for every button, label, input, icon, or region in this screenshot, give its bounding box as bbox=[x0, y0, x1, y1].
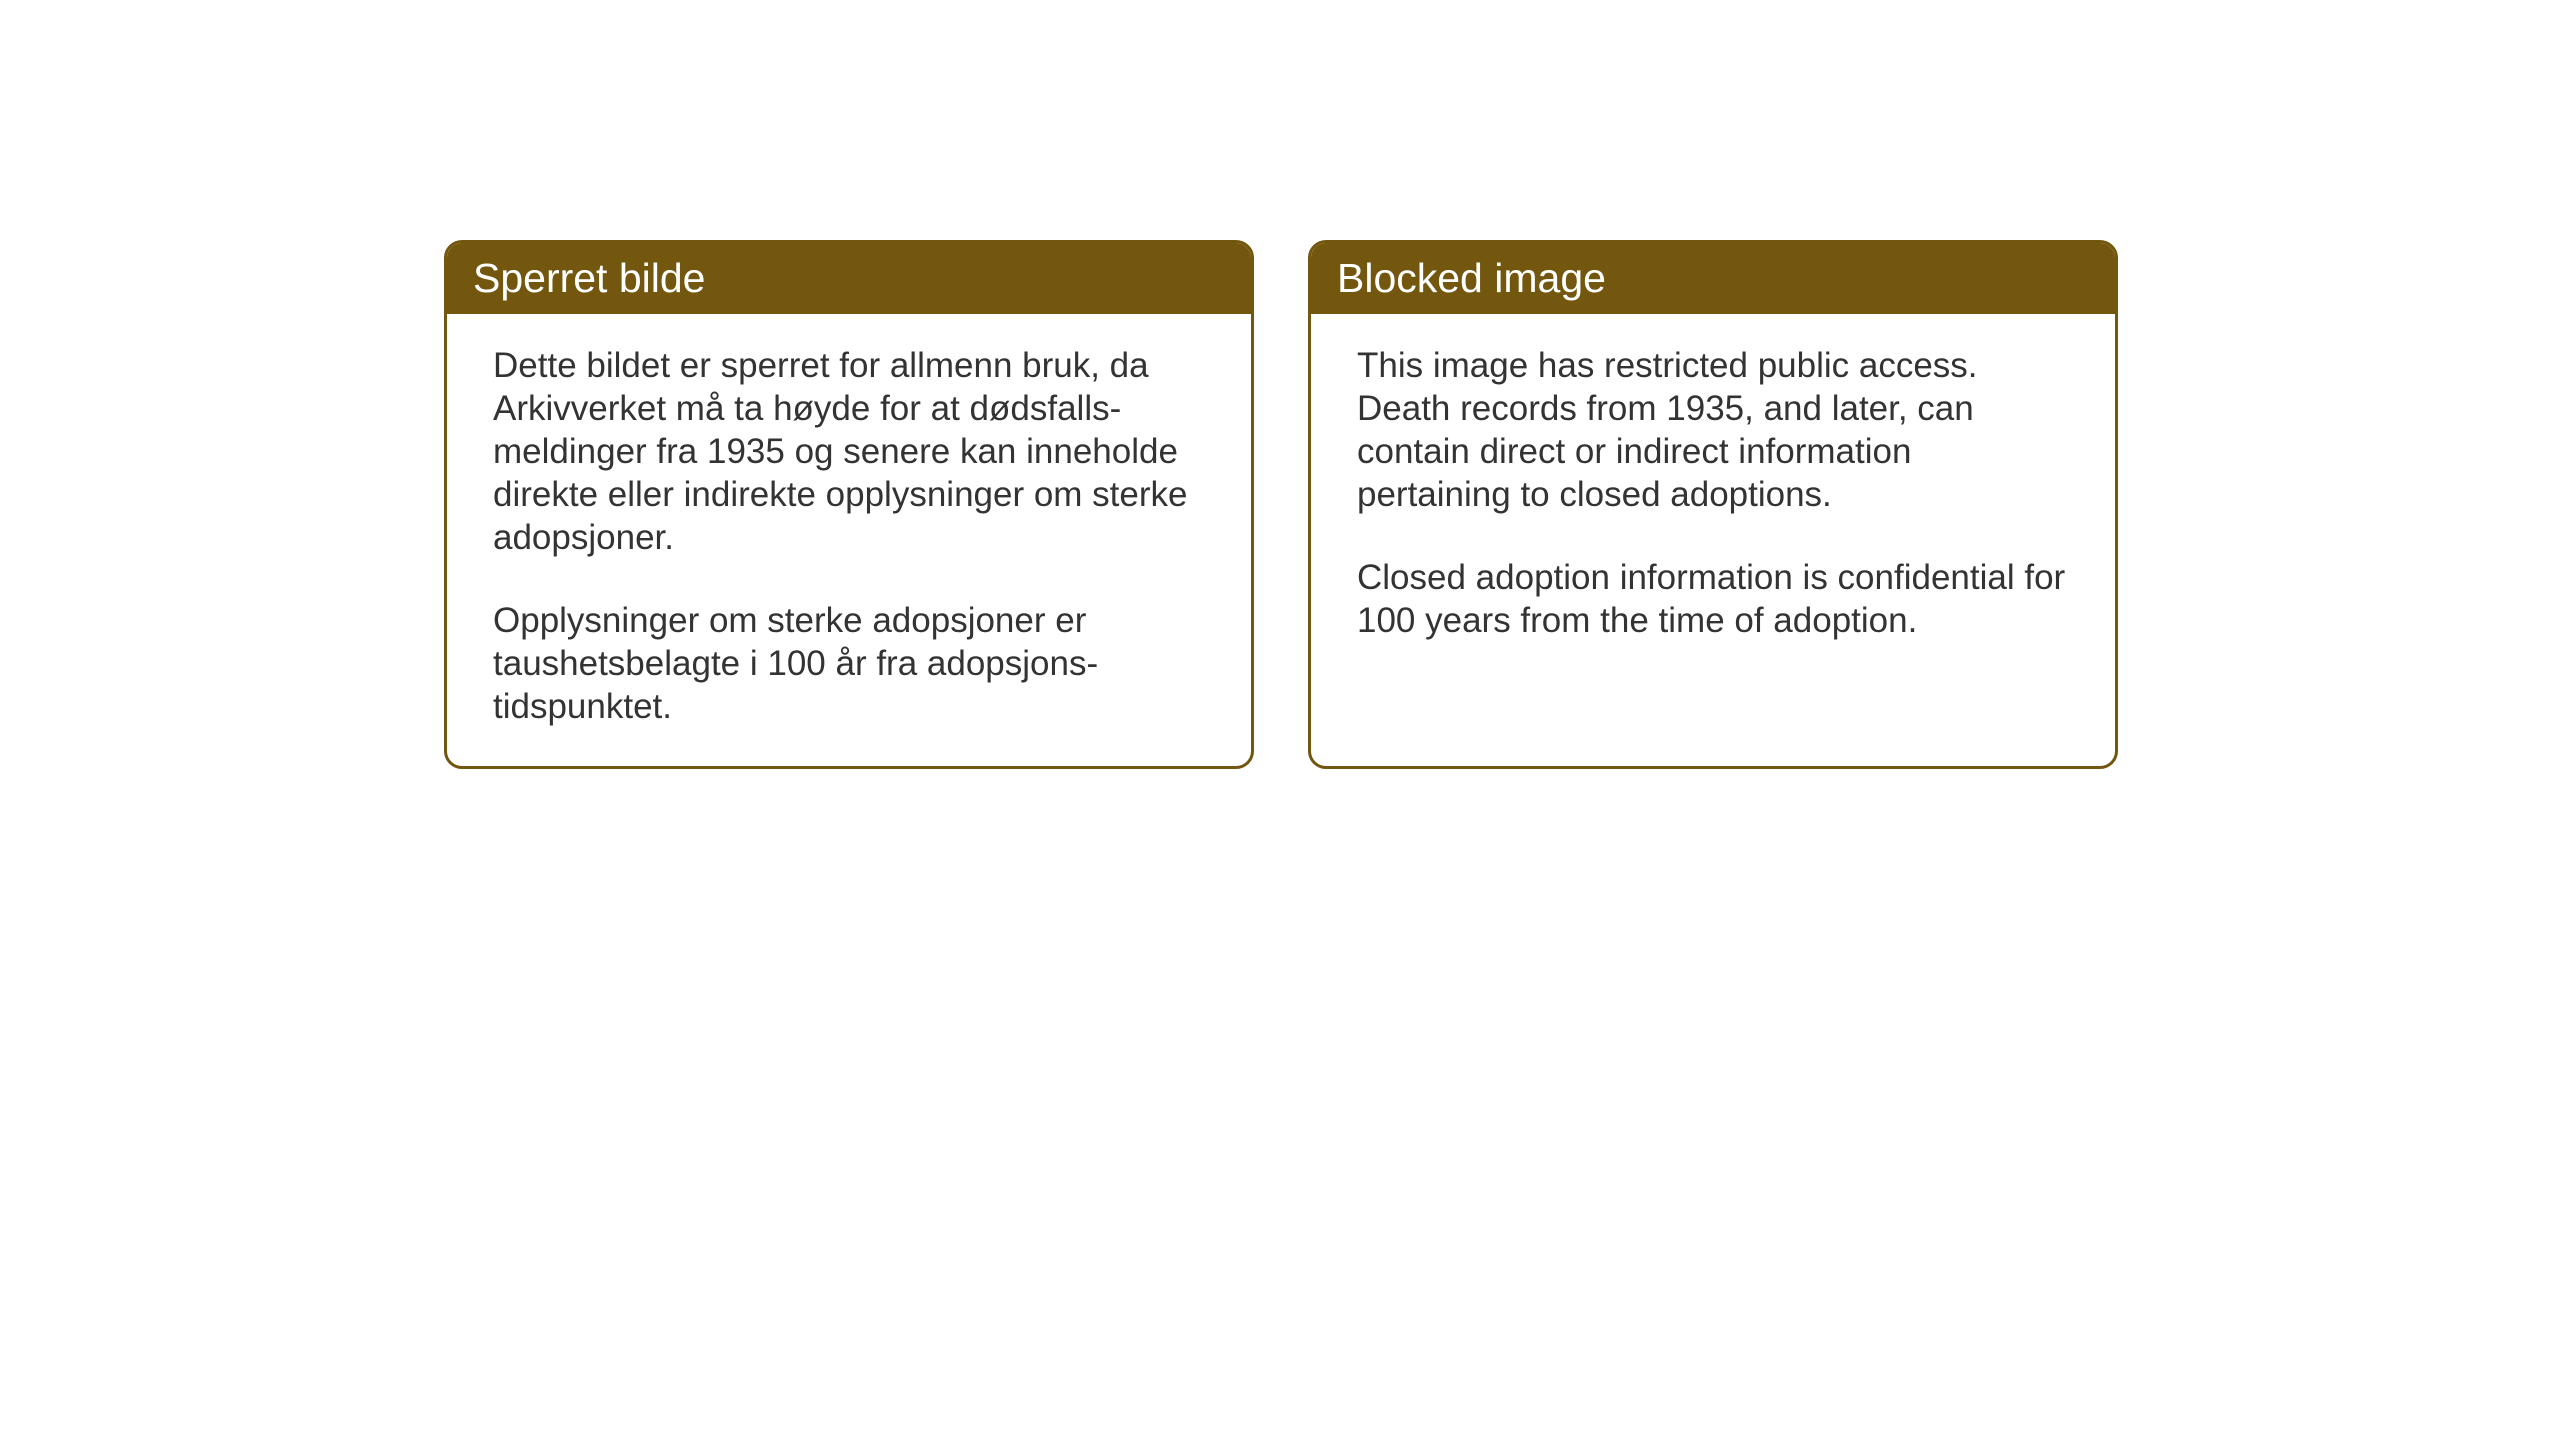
norwegian-card-title: Sperret bilde bbox=[447, 243, 1251, 314]
norwegian-notice-card: Sperret bilde Dette bildet er sperret fo… bbox=[444, 240, 1254, 769]
english-notice-card: Blocked image This image has restricted … bbox=[1308, 240, 2118, 769]
english-card-body: This image has restricted public access.… bbox=[1311, 314, 2115, 680]
english-paragraph-1: This image has restricted public access.… bbox=[1357, 344, 2069, 516]
english-paragraph-2: Closed adoption information is confident… bbox=[1357, 556, 2069, 642]
norwegian-card-body: Dette bildet er sperret for allmenn bruk… bbox=[447, 314, 1251, 766]
notice-cards-container: Sperret bilde Dette bildet er sperret fo… bbox=[444, 240, 2118, 769]
english-card-title: Blocked image bbox=[1311, 243, 2115, 314]
norwegian-paragraph-2: Opplysninger om sterke adopsjoner er tau… bbox=[493, 599, 1205, 728]
norwegian-paragraph-1: Dette bildet er sperret for allmenn bruk… bbox=[493, 344, 1205, 559]
